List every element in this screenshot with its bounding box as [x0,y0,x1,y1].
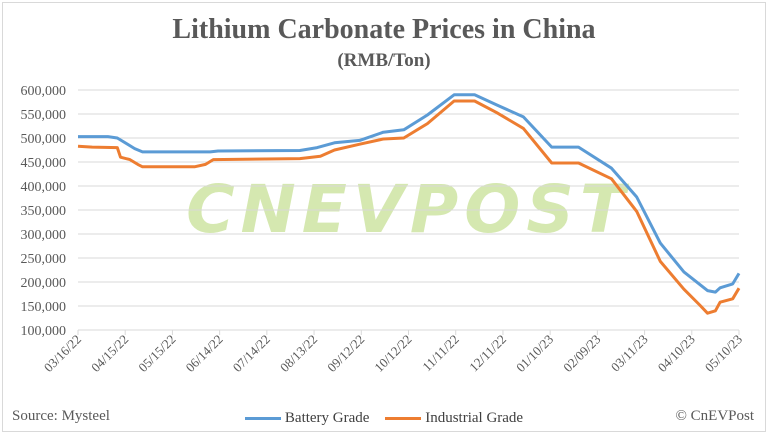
x-tick-label: 07/14/22 [230,332,273,375]
x-tick-label: 01/10/23 [513,332,556,375]
y-tick-label: 600,000 [21,84,67,99]
y-tick-label: 450,000 [21,156,67,171]
x-tick-label: 03/11/23 [608,332,651,375]
legend-item-battery: Battery Grade [244,410,370,427]
y-tick-label: 200,000 [21,276,67,291]
x-tick-label: 05/10/23 [702,332,745,375]
legend-swatch [385,417,422,420]
x-tick-label: 08/13/22 [277,332,320,375]
y-tick-label: 250,000 [21,252,67,267]
y-tick-label: 350,000 [21,204,67,219]
x-tick-label: 09/12/22 [324,332,367,375]
credit-note: © CnEVPost [675,408,755,424]
x-tick-label: 04/15/22 [88,332,131,375]
legend-swatch [244,417,281,420]
legend-label: Battery Grade [284,410,370,426]
x-tick-label: 06/14/22 [182,332,225,375]
y-tick-label: 500,000 [21,132,67,147]
legend: Battery Grade Industrial Grade [0,408,768,427]
chart-title: Lithium Carbonate Prices in China [172,14,596,45]
series-line-industrial-grade [77,99,741,315]
x-tick-label: 04/10/23 [655,332,698,375]
series-line-battery-grade [78,93,741,294]
x-tick-label: 02/09/23 [560,332,603,375]
x-tick-label: 11/11/22 [419,332,462,375]
legend-label: Industrial Grade [425,410,524,426]
source-note: Source: Mysteel [12,408,110,424]
x-tick-label: 12/11/22 [466,332,509,375]
x-tick-label: 10/12/22 [371,332,414,375]
y-tick-label: 150,000 [21,300,67,315]
x-tick-label: 05/15/22 [135,332,178,375]
chart-subtitle: (RMB/Ton) [337,50,431,71]
y-tick-label: 300,000 [21,228,67,243]
legend-item-industrial: Industrial Grade [385,410,523,427]
y-tick-label: 550,000 [21,108,67,123]
y-tick-label: 100,000 [21,324,67,339]
y-tick-label: 400,000 [21,180,67,195]
